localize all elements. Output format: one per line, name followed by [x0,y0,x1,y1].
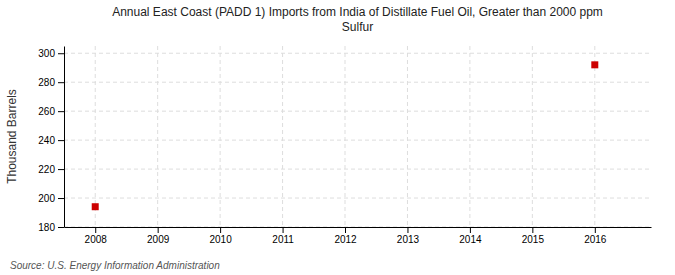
tick: 2009 [147,227,170,245]
tick-label: 220 [38,164,55,175]
tick-mark [58,227,64,228]
tick-mark [220,227,221,233]
tick-label: 240 [38,135,55,146]
tick-label: 180 [38,222,55,233]
tick-label: 200 [38,193,55,204]
tick: 2013 [397,227,420,245]
tick: 260 [38,106,64,117]
tick-label: 2009 [147,234,170,245]
tick-mark [532,227,533,233]
y-axis-label: Thousand Barrels [5,89,19,184]
tick-mark [58,140,64,141]
grid-line [345,46,346,227]
tick-label: 300 [38,48,55,59]
point [92,203,99,210]
grid-line [157,46,158,227]
tick-label: 2011 [272,234,294,245]
grid [64,46,651,227]
tick-mark [158,227,159,233]
tick: 2014 [459,227,482,245]
grid-line [64,140,651,141]
tick: 2008 [85,227,108,245]
tick-label: 260 [38,106,55,117]
tick-mark [595,227,596,233]
tick-label: 2015 [522,234,545,245]
axis-line [64,47,65,228]
grid-line [64,198,651,199]
tick: 280 [38,77,64,88]
title-line: Annual East Coast (PADD 1) Imports from … [112,5,603,19]
tick-mark [58,198,64,199]
tick-mark [95,227,96,233]
grid-line [532,46,533,227]
tick-mark [58,82,64,83]
tick-mark [58,53,64,54]
grid-line [469,46,470,227]
tick-label: 2013 [397,234,420,245]
x-axis: 2008 2009 2010 2011 2012 2013 2014 2015 2016 [65,227,652,245]
grid-line [282,46,283,227]
grid-line [64,111,651,112]
tick: 2012 [334,227,357,245]
tick-mark [345,227,346,233]
grid-line [64,82,651,83]
tick: 200 [38,193,64,204]
chart: 2008 2009 2010 2011 2012 2013 2014 2015 2016 180 2… [0,0,675,275]
tick-mark [58,111,64,112]
grid-line [64,53,651,54]
grid-line [64,227,651,228]
source: Source: U.S. Energy Information Administ… [10,260,220,271]
tick-label: 2010 [209,234,232,245]
y-axis: 180 200 220 240 260 280 300 [38,47,64,233]
grid-line [95,46,96,227]
tick-label: 2016 [584,234,607,245]
grid-line [64,169,651,170]
tick-label: 280 [38,77,55,88]
tick-mark [58,169,64,170]
tick: 240 [38,135,64,146]
title: Annual East Coast (PADD 1) Imports from … [112,5,603,34]
tick-mark [407,227,408,233]
grid-line [407,46,408,227]
axis-line [65,227,652,228]
tick: 2015 [522,227,545,245]
tick: 180 [38,222,64,233]
title-line: Sulfur [342,20,373,34]
grid-line [220,46,221,227]
points [92,61,599,210]
grid-line [594,46,595,227]
tick: 2011 [272,227,294,245]
tick: 2010 [209,227,232,245]
tick-label: 2012 [334,234,357,245]
tick-mark [283,227,284,233]
tick: 300 [38,48,64,59]
tick-label: 2008 [85,234,108,245]
tick: 220 [38,164,64,175]
point [591,61,598,68]
plot: 2008 2009 2010 2011 2012 2013 2014 2015 2016 180 2… [38,46,651,245]
tick-mark [470,227,471,233]
tick: 2016 [584,227,607,245]
tick-label: 2014 [459,234,482,245]
